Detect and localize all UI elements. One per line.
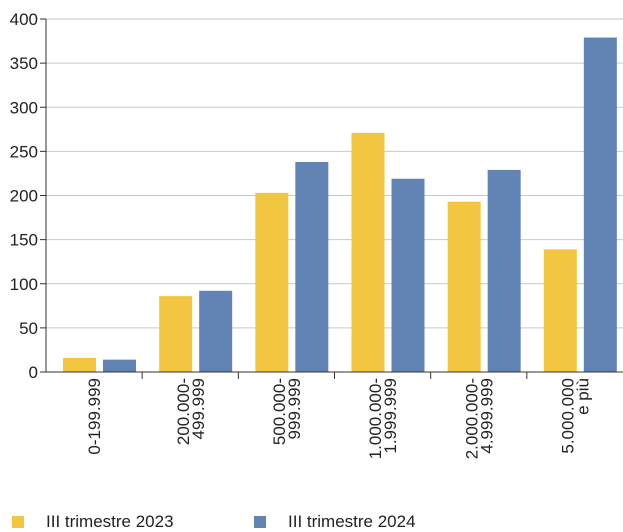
x-tick-label-line: 200.000-: [174, 378, 193, 445]
bar-2024: [295, 161, 329, 372]
x-tick-label-line: 1.999.999: [381, 378, 400, 454]
legend-swatch-2024: [254, 516, 266, 528]
x-tick-label: 500.000-999.999: [270, 378, 304, 445]
x-tick-label-line: 4.999.999: [477, 378, 496, 454]
bar-2023: [63, 357, 96, 372]
bar-2024: [199, 290, 233, 372]
bar-2024: [583, 37, 617, 372]
bar-2024: [487, 169, 521, 372]
bar-2023: [351, 132, 385, 372]
y-tick-label: 100: [10, 275, 38, 294]
y-tick-label: 350: [10, 54, 38, 73]
grid-lines: [46, 18, 623, 329]
x-tick-label-line: 0-199.999: [85, 378, 104, 455]
legend-item-2023: III trimestre 2023: [12, 512, 174, 532]
x-tick-label-line: 1.000.000-: [366, 378, 385, 459]
bar-2023: [447, 201, 481, 372]
bars: [63, 37, 617, 372]
x-axis-ticks: 0-199.999 200.000-499.999 500.000-999.999 1…: [85, 372, 592, 459]
legend-label-2023: III trimestre 2023: [46, 512, 174, 531]
bar-2024: [391, 178, 425, 372]
legend-swatch-2023: [12, 516, 24, 528]
legend: III trimestre 2023 III trimestre 2024: [0, 510, 623, 532]
y-tick-label: 0: [29, 363, 38, 382]
legend-label-2024: III trimestre 2024: [288, 512, 416, 531]
x-tick-label-line: 999.999: [285, 378, 304, 439]
x-tick-label-line: e più: [573, 378, 592, 415]
x-tick-label-line: 500.000-: [270, 378, 289, 445]
y-tick-label: 250: [10, 142, 38, 161]
y-tick-label: 150: [10, 231, 38, 250]
bar-2024: [103, 359, 136, 372]
y-tick-label: 300: [10, 98, 38, 117]
x-tick-label: 2.000.000-4.999.999: [462, 378, 496, 459]
y-axis-ticks: 0 50 100 150 200 250 300 350 400: [10, 10, 46, 382]
bar-2023: [159, 296, 193, 372]
x-tick-label-line: 5.000.000: [558, 378, 577, 454]
y-tick-label: 400: [10, 10, 38, 29]
x-tick-label: 0-199.999: [85, 378, 104, 455]
x-tick-label-line: 2.000.000-: [462, 378, 481, 459]
y-tick-label: 50: [19, 319, 38, 338]
bar-2023: [543, 249, 577, 372]
legend-item-2024: III trimestre 2024: [254, 512, 416, 532]
x-tick-label-line: 499.999: [189, 378, 208, 439]
y-tick-label: 200: [10, 187, 38, 206]
x-tick-label: 200.000-499.999: [174, 378, 208, 445]
bar-2023: [255, 192, 289, 372]
x-tick-label: 1.000.000-1.999.999: [366, 378, 400, 459]
